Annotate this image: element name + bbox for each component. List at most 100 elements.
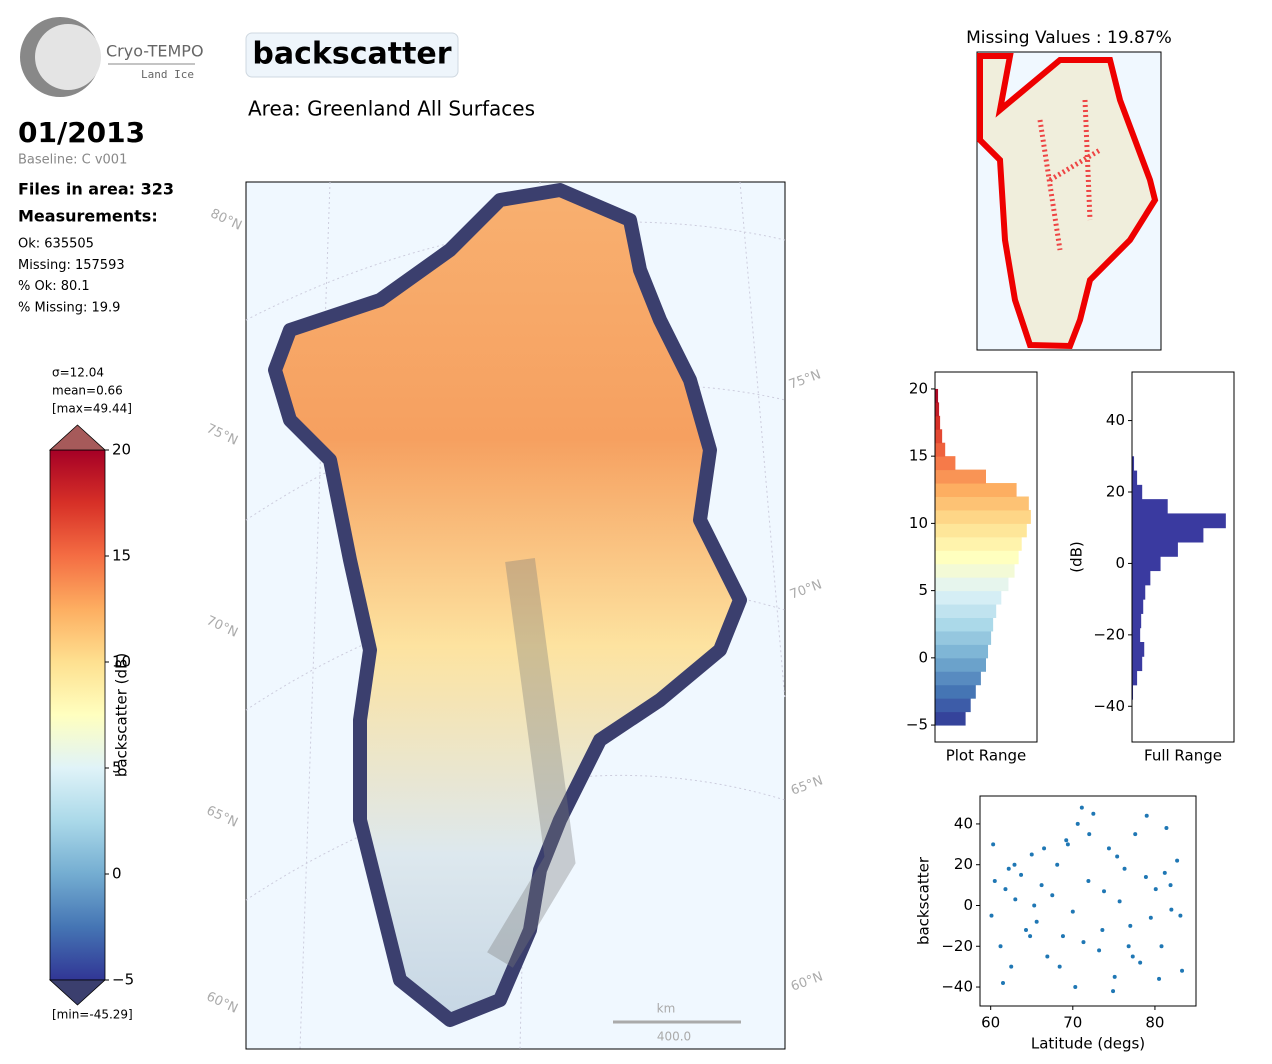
hist-bar (935, 617, 994, 632)
point (1162, 870, 1167, 875)
stat: % Ok: 80.1 (18, 279, 90, 294)
y-tick-label: 20 (954, 855, 973, 873)
lat-label: 70°N (204, 613, 240, 640)
hist-bar (935, 469, 986, 484)
hist-bar (935, 644, 989, 659)
x-axis-label: Full Range (1144, 747, 1222, 765)
hist-bar (935, 483, 1017, 497)
point (1045, 954, 1050, 959)
point (1039, 883, 1044, 888)
hist-bar (935, 711, 966, 726)
missing-tracks (1037, 99, 1102, 251)
date: 01/2013 (18, 116, 145, 149)
point (991, 842, 996, 847)
point (1112, 974, 1117, 979)
point (1175, 858, 1180, 863)
point (1055, 862, 1060, 867)
colorbar-stat: σ=12.04 (52, 366, 104, 380)
point (1168, 883, 1173, 888)
logo-subtitle: Land Ice (141, 68, 194, 81)
y-axis-label: backscatter (915, 856, 933, 945)
point (1042, 846, 1047, 851)
colorbar-tick-label: 20 (112, 441, 131, 459)
y-tick-label: −40 (1093, 697, 1125, 715)
hist-bar (935, 496, 1029, 511)
lat-label: 70°N (788, 577, 824, 602)
point (1032, 903, 1037, 908)
y-tick-label: 40 (1106, 411, 1125, 429)
point (1050, 893, 1055, 898)
point (1153, 887, 1158, 892)
hist-bar (1132, 556, 1161, 572)
y-tick-label: 0 (1115, 554, 1125, 572)
colorbar-label: backscatter (dB) (113, 653, 131, 777)
hist-bar (935, 429, 943, 444)
lat-label: 75°N (787, 367, 823, 392)
logo-name: Cryo-TEMPO (106, 42, 204, 61)
colorbar-tick-label: 5 (112, 759, 122, 777)
y-tick-label: 20 (1106, 483, 1125, 501)
point (1102, 889, 1107, 894)
hist-bar (1132, 456, 1135, 472)
point (998, 944, 1003, 949)
hist-bar (1132, 656, 1143, 672)
x-tick-label: 60 (981, 1014, 1000, 1032)
hist-bar (935, 698, 971, 713)
point (1019, 872, 1024, 877)
hist-bar (1132, 527, 1204, 543)
hist-bar (1132, 599, 1144, 614)
lat-label: 60°N (204, 989, 240, 1016)
colorbar-tick-label: 10 (112, 653, 131, 671)
point (1064, 838, 1069, 843)
point (1065, 842, 1070, 847)
colorbar-tick-label: 15 (112, 547, 131, 565)
y-tick-label: −20 (941, 937, 973, 955)
hist-bar (1132, 684, 1134, 700)
title: backscatter (252, 37, 451, 72)
point (1057, 964, 1062, 969)
scale-unit: km (657, 1002, 676, 1016)
hist-bar (1132, 570, 1151, 586)
x-tick-label: 80 (1145, 1014, 1164, 1032)
greenland (268, 183, 747, 1027)
baseline: Baseline: C v001 (18, 153, 127, 168)
hist-bar (935, 604, 997, 619)
hist-bar (935, 388, 939, 403)
point (1009, 964, 1014, 969)
y-tick-label: 15 (909, 447, 928, 465)
hist-bar (935, 550, 1019, 565)
point (1060, 934, 1065, 939)
hist-bar (935, 415, 941, 430)
missing-title: Missing Values : 19.87% (966, 28, 1172, 48)
y-tick-label: 10 (909, 514, 928, 532)
title-box (245, 32, 459, 78)
point (1164, 826, 1169, 831)
point (1111, 989, 1116, 994)
point (1070, 909, 1075, 914)
point (1148, 915, 1153, 920)
point (1006, 866, 1011, 871)
point (1133, 832, 1138, 837)
point (1138, 960, 1143, 965)
point (1130, 954, 1135, 959)
stat: % Missing: 19.9 (18, 300, 120, 315)
axes-frame (979, 795, 1197, 1007)
axes-border (979, 795, 1197, 1007)
point (1023, 927, 1028, 932)
point (1100, 927, 1105, 932)
point (1169, 907, 1174, 912)
point (1003, 887, 1008, 892)
hist-bar (935, 657, 986, 672)
hist-bar (935, 509, 1031, 524)
hist-bar (1132, 627, 1141, 643)
hist-bar (1132, 584, 1146, 600)
point (1013, 897, 1018, 902)
hist-bar (935, 590, 1002, 605)
hist-bar (935, 671, 981, 686)
point (1081, 940, 1086, 945)
measurements-heading: Measurements: (18, 207, 158, 226)
files: Files in area: 323 (18, 180, 174, 199)
x-tick-label: 70 (1063, 1014, 1082, 1032)
y-tick-label: 5 (918, 581, 928, 599)
hist-bar (1132, 542, 1178, 557)
